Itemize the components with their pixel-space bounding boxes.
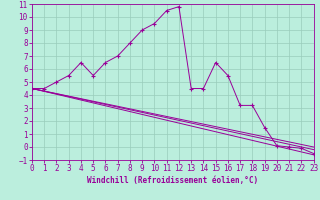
X-axis label: Windchill (Refroidissement éolien,°C): Windchill (Refroidissement éolien,°C)	[87, 176, 258, 185]
